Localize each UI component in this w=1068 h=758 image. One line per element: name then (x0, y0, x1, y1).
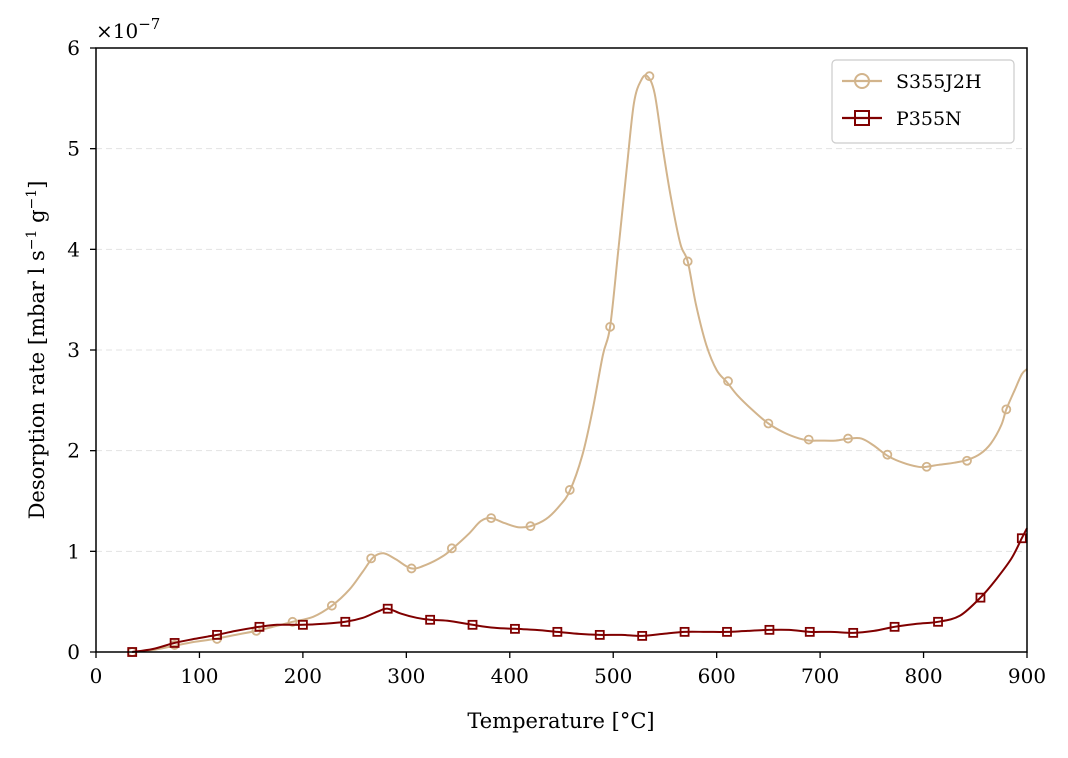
y-tick-label-4: 4 (67, 237, 80, 261)
x-tick-label-600: 600 (698, 664, 736, 688)
legend: S355J2H P355N (831, 59, 1015, 144)
data-point-s355j2h-8 (446, 543, 457, 554)
data-point-p355n-21 (1016, 533, 1027, 544)
data-point-p355n-20 (975, 592, 986, 603)
series-line-p355n (132, 527, 1028, 653)
data-point-p355n-8 (467, 619, 478, 630)
y-label-mid: g (25, 209, 49, 229)
data-point-p355n-10 (552, 626, 563, 637)
y-tick-label-6: 6 (67, 36, 80, 60)
data-point-s355j2h-5 (326, 600, 337, 611)
x-tick-label-700: 700 (801, 664, 839, 688)
data-point-p355n-13 (679, 626, 690, 637)
y-tick-label-2: 2 (67, 439, 80, 463)
scale-exponent: −7 (138, 15, 160, 33)
data-point-s355j2h-12 (605, 321, 616, 332)
data-point-s355j2h-21 (962, 455, 972, 466)
x-axis-label: Temperature [°C] (467, 709, 654, 733)
y-tick-label-0: 0 (67, 640, 80, 664)
data-point-s355j2h-20 (921, 461, 932, 472)
data-point-s355j2h-22 (1001, 404, 1012, 415)
y-label-sup1: −1 (24, 230, 40, 251)
y-tick-label-5: 5 (67, 137, 80, 161)
data-point-p355n-1 (169, 638, 180, 648)
y-tick-label-1: 1 (67, 539, 80, 563)
y-label-main: Desorption rate [mbar l s (25, 250, 49, 519)
data-point-p355n-5 (340, 616, 351, 627)
scale-base: ×10 (96, 19, 138, 43)
data-point-p355n-6 (382, 603, 393, 614)
data-point-s355j2h-6 (366, 553, 377, 564)
data-point-s355j2h-7 (406, 563, 417, 574)
y-tick-label-3: 3 (67, 338, 80, 362)
x-tick-label-800: 800 (904, 664, 942, 688)
legend-marker-p355n (854, 110, 870, 126)
data-point-s355j2h-16 (763, 418, 774, 429)
x-tick-label-500: 500 (594, 664, 632, 688)
data-point-p355n-14 (722, 626, 732, 637)
series-line-s355j2h (132, 74, 1028, 653)
data-point-p355n-2 (212, 629, 222, 640)
x-tick-label-400: 400 (491, 664, 529, 688)
data-point-s355j2h-15 (723, 376, 733, 387)
legend-label-p355n: P355N (896, 108, 962, 130)
axis-ticks: 0 100 200 300 400 500 600 700 800 900 0 1 2 3 4 5 6 (67, 36, 1046, 688)
y-axis-label: Desorption rate [mbar l s−1 g−1] (24, 181, 49, 520)
data-point-p355n-4 (297, 619, 308, 630)
data-point-p355n-18 (889, 621, 900, 632)
data-point-p355n-12 (637, 630, 648, 641)
x-tick-label-900: 900 (1008, 664, 1046, 688)
data-point-p355n-19 (933, 616, 943, 627)
data-point-p355n-16 (804, 626, 815, 637)
data-point-s355j2h-4 (287, 616, 298, 627)
data-point-p355n-3 (254, 621, 265, 632)
x-tick-label-0: 0 (90, 664, 103, 688)
data-point-s355j2h-13 (644, 71, 655, 82)
legend-marker-s355j2h (854, 73, 870, 89)
y-label-end: ] (25, 181, 49, 189)
data-point-s355j2h-10 (525, 521, 536, 532)
y-label-sup2: −1 (24, 189, 40, 210)
series-layer (127, 71, 1028, 657)
data-point-s355j2h-11 (564, 485, 575, 495)
x-tick-label-200: 200 (284, 664, 322, 688)
legend-label-s355j2h: S355J2H (896, 71, 982, 93)
x-tick-label-300: 300 (387, 664, 425, 688)
data-point-s355j2h-18 (843, 433, 853, 444)
data-point-s355j2h-17 (803, 434, 814, 445)
data-point-s355j2h-9 (486, 513, 497, 524)
data-point-s355j2h-14 (682, 256, 693, 267)
y-scale-factor: ×10−7 (96, 15, 160, 43)
data-point-p355n-11 (594, 629, 605, 640)
data-point-p355n-7 (425, 614, 436, 625)
data-point-p355n-17 (848, 627, 859, 638)
x-tick-label-100: 100 (180, 664, 218, 688)
data-point-p355n-15 (764, 624, 775, 635)
grid-lines (96, 148, 1027, 552)
data-point-p355n-9 (510, 623, 520, 634)
data-point-s355j2h-19 (882, 449, 893, 460)
